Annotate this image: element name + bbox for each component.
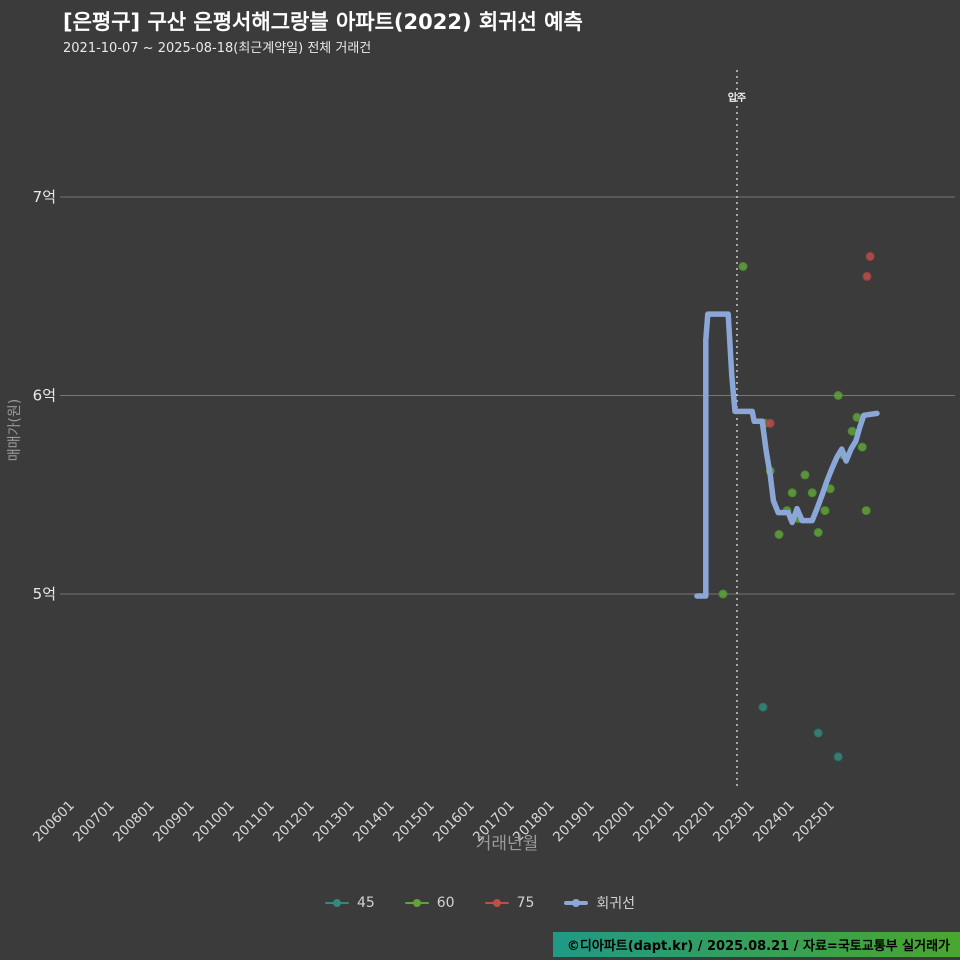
- x-tick-label: 201301: [310, 798, 358, 846]
- dot-marker-icon: [484, 897, 509, 909]
- point-60[interactable]: [820, 506, 830, 516]
- point-60[interactable]: [718, 589, 728, 599]
- x-tick-label: 202001: [590, 798, 638, 846]
- y-tick-label: 5억: [33, 585, 56, 603]
- x-tick-label: 201101: [230, 798, 278, 846]
- x-tick-label: 201901: [550, 798, 598, 846]
- legend-item-회귀선[interactable]: 회귀선: [564, 893, 635, 913]
- x-tick-label: 202401: [750, 798, 798, 846]
- point-45[interactable]: [758, 702, 768, 712]
- dot-marker-icon: [404, 897, 429, 909]
- x-tick-label: 202301: [710, 798, 758, 846]
- point-75[interactable]: [765, 418, 775, 428]
- x-tick-label: 202501: [790, 798, 838, 846]
- move-in-label: 입주: [728, 91, 746, 104]
- legend: 45 60 75 회귀선: [0, 893, 960, 913]
- x-tick-label: 201401: [350, 798, 398, 846]
- legend-label: 45: [356, 895, 375, 911]
- y-tick-label: 7억: [33, 188, 56, 206]
- point-45[interactable]: [833, 752, 843, 762]
- point-60[interactable]: [813, 528, 823, 537]
- point-60[interactable]: [738, 262, 748, 271]
- point-75[interactable]: [865, 252, 875, 261]
- point-60[interactable]: [861, 506, 871, 516]
- chart-subtitle: 2021-10-07 ~ 2025-08-18(최근계약일) 전체 거래건: [63, 41, 372, 56]
- x-tick-label: 202101: [630, 798, 678, 846]
- line-marker-icon: [564, 897, 589, 909]
- x-tick-label: 202201: [670, 798, 718, 846]
- point-60[interactable]: [787, 488, 797, 498]
- x-tick-label: 200901: [150, 798, 198, 846]
- x-tick-label: 201201: [270, 798, 318, 846]
- x-tick-label: 201501: [390, 798, 438, 846]
- dot-marker-icon: [324, 897, 349, 909]
- x-tick-label: 201601: [430, 798, 478, 846]
- legend-label: 75: [516, 895, 535, 911]
- point-60[interactable]: [833, 391, 843, 400]
- point-60[interactable]: [807, 488, 817, 498]
- legend-label: 회귀선: [596, 896, 636, 912]
- point-60[interactable]: [774, 530, 784, 539]
- regression-line[interactable]: [694, 311, 880, 599]
- x-tick-label: 200601: [30, 798, 78, 846]
- point-60[interactable]: [857, 442, 867, 452]
- legend-item-45[interactable]: 45: [324, 895, 375, 911]
- x-tick-label: 200801: [110, 798, 158, 846]
- point-45[interactable]: [813, 728, 823, 738]
- x-tick-label: 201001: [190, 798, 238, 846]
- y-tick-label: 6억: [33, 387, 56, 405]
- point-60[interactable]: [800, 470, 810, 480]
- chart-title: [은평구] 구산 은평서해그랑블 아파트(2022) 회귀선 예측: [63, 10, 583, 34]
- x-axis-title: 거래년월: [476, 834, 539, 854]
- point-75[interactable]: [862, 271, 872, 281]
- point-60[interactable]: [847, 426, 857, 436]
- credit-banner: ©디아파트(dapt.kr) / 2025.08.21 / 자료=국토교통부 실…: [552, 932, 960, 957]
- legend-label: 60: [436, 895, 455, 911]
- x-tick-label: 200701: [70, 798, 118, 846]
- legend-item-75[interactable]: 75: [484, 895, 535, 911]
- legend-item-60[interactable]: 60: [404, 895, 455, 911]
